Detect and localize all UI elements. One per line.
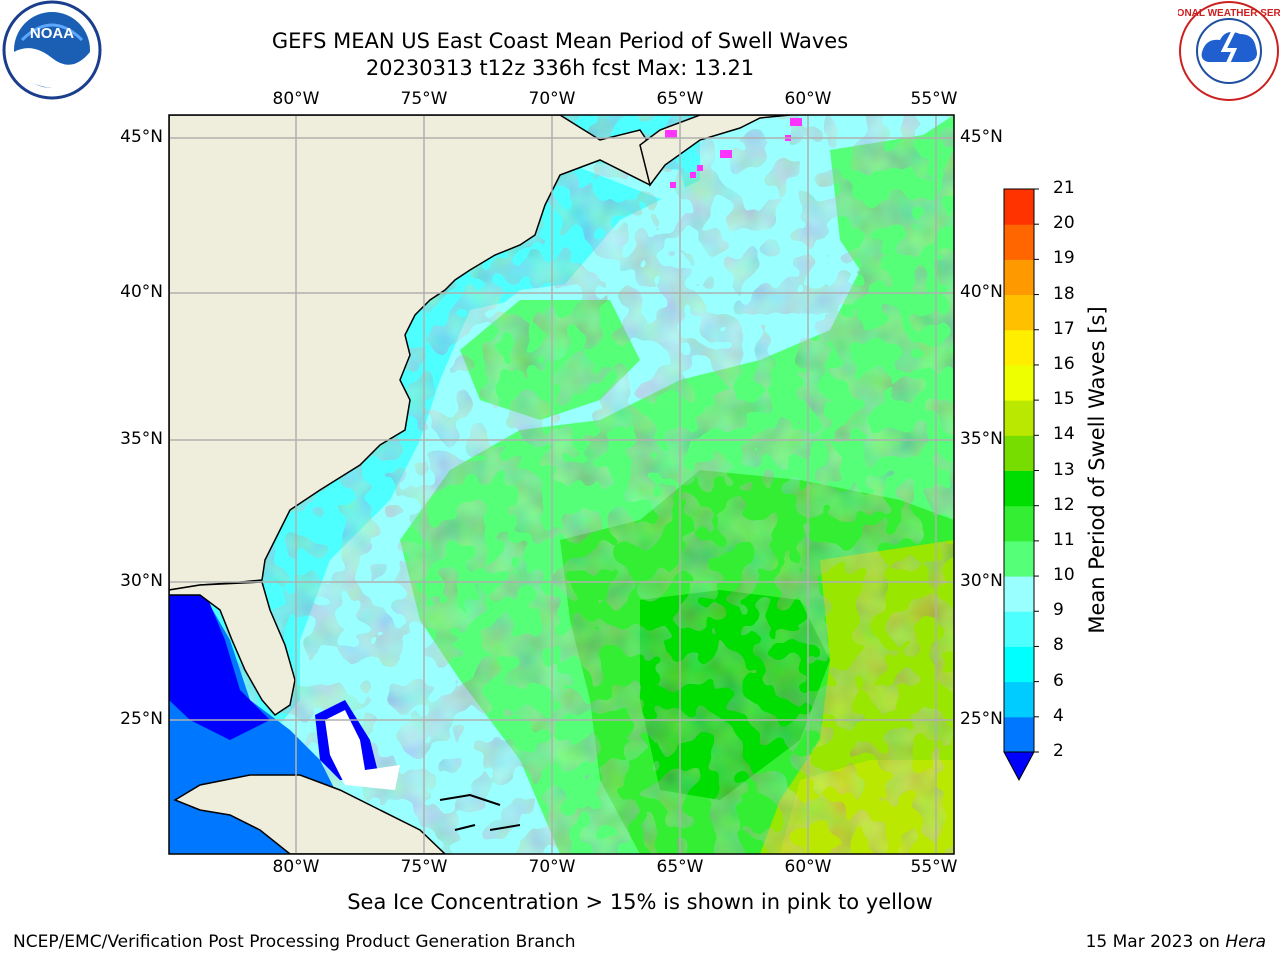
lon-label-bottom: 70°W xyxy=(528,857,576,877)
lon-label-bottom: 55°W xyxy=(910,857,958,877)
svg-text:NATIONAL WEATHER SERVICE: NATIONAL WEATHER SERVICE xyxy=(1178,8,1280,19)
colorbar-bin xyxy=(1004,470,1034,507)
lon-label-top: 70°W xyxy=(528,89,576,109)
lon-label-bottom: 65°W xyxy=(656,857,704,877)
colorbar-tick-label: 21 xyxy=(1053,178,1075,198)
colorbar-tick-label: 13 xyxy=(1053,459,1075,480)
lat-label-left: 40°N xyxy=(120,282,163,302)
map-frame xyxy=(168,114,955,855)
colorbar-extend-arrow xyxy=(1003,751,1035,782)
land-bahamas xyxy=(325,710,400,790)
colorbar-tick-label: 15 xyxy=(1053,389,1075,410)
colorbar-bin xyxy=(1004,224,1034,260)
land-hispaniola xyxy=(439,793,521,831)
colorbar-bin xyxy=(1004,646,1034,683)
svg-text:NOAA: NOAA xyxy=(30,25,74,42)
chart-subtitle: 20230313 t12z 336h fcst Max: 13.21 xyxy=(365,56,755,80)
colorbar-tick-label: 6 xyxy=(1053,670,1064,691)
colorbar-bin xyxy=(1004,576,1034,612)
lat-label-left: 45°N xyxy=(120,127,163,147)
colorbar-tick-label: 14 xyxy=(1053,424,1075,445)
lat-label-right: 45°N xyxy=(960,127,1003,147)
lat-label-left: 30°N xyxy=(120,571,163,591)
lon-label-top: 75°W xyxy=(400,89,448,109)
colorbar-bin xyxy=(1004,259,1034,296)
colorbar-bin xyxy=(1004,435,1034,471)
lon-label-top: 65°W xyxy=(656,89,704,109)
colorbar-bin xyxy=(1004,611,1034,647)
colorbar-tick-label: 12 xyxy=(1053,494,1075,515)
colorbar-bin xyxy=(1004,294,1034,331)
lat-label-left: 35°N xyxy=(120,429,163,449)
colorbar-tick-label: 20 xyxy=(1053,213,1075,234)
lat-label-right: 25°N xyxy=(960,709,1003,729)
colorbar-tick-label: 8 xyxy=(1053,635,1064,656)
land-florida xyxy=(169,581,296,716)
colorbar-tick-label: 18 xyxy=(1053,283,1075,304)
lat-label-right: 40°N xyxy=(960,282,1003,302)
colorbar-bin xyxy=(1004,540,1034,577)
colorbar-tick-label: 16 xyxy=(1053,353,1075,374)
lon-label-bottom: 75°W xyxy=(400,857,448,877)
colorbar-tick-label: 10 xyxy=(1053,565,1075,586)
colorbar-bin xyxy=(1004,400,1034,436)
colorbar-bin xyxy=(1004,505,1034,542)
lon-label-top: 60°W xyxy=(784,89,832,109)
graticule xyxy=(169,115,954,854)
colorbar-bin xyxy=(1004,364,1034,401)
sea-ice-note: Sea Ice Concentration > 15% is shown in … xyxy=(347,890,933,914)
swell-zone-deep-blue-gulf xyxy=(169,592,270,740)
footer-credit: NCEP/EMC/Verification Post Processing Pr… xyxy=(13,932,576,952)
colorbar-tick-label: 17 xyxy=(1053,318,1075,339)
chart-title: GEFS MEAN US East Coast Mean Period of S… xyxy=(271,29,849,53)
colorbar-tick-label: 4 xyxy=(1053,705,1064,726)
lon-label-bottom: 60°W xyxy=(784,857,832,877)
lon-label-top: 80°W xyxy=(272,89,320,109)
national-weather-service-logo: NATIONAL WEATHER SERVICE xyxy=(1154,0,1280,106)
colorbar-label: Mean Period of Swell Waves [s] xyxy=(1085,306,1109,634)
lon-label-top: 55°W xyxy=(910,89,958,109)
footer-host: Hera xyxy=(1225,932,1266,952)
lat-label-left: 25°N xyxy=(120,709,163,729)
lat-label-right: 35°N xyxy=(960,429,1003,449)
colorbar-bin xyxy=(1004,681,1034,718)
lat-label-right: 30°N xyxy=(960,571,1003,591)
colorbar-tick-label: 19 xyxy=(1053,248,1075,269)
land-north-america xyxy=(169,115,661,591)
colorbar-bin xyxy=(1004,189,1034,225)
colorbar-bin xyxy=(1004,329,1034,366)
land-cuba xyxy=(173,774,447,854)
lon-label-bottom: 80°W xyxy=(272,857,320,877)
colorbar-tick-label: 9 xyxy=(1053,600,1064,621)
colorbar-tick-label: 11 xyxy=(1053,529,1075,550)
footer-date-text: 15 Mar 2023 on xyxy=(1085,932,1220,952)
noaa-logo: NOAA xyxy=(2,0,102,104)
colorbar-bin xyxy=(1004,716,1034,753)
colorbar-tick-label: 2 xyxy=(1053,741,1064,761)
footer-date: 15 Mar 2023 on Hera xyxy=(1086,932,1266,952)
